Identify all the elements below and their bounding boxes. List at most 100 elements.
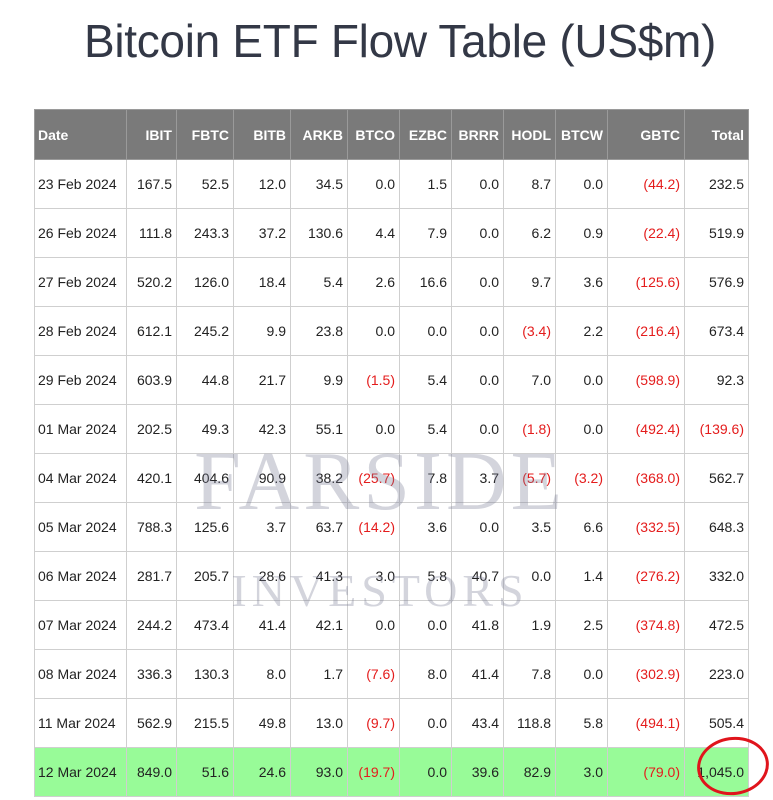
cell-date: 08 Mar 2024 [34,649,127,699]
cell-date: 29 Feb 2024 [34,355,127,405]
cell-bitb: 42.3 [233,404,291,454]
cell-bitb: 18.4 [233,257,291,307]
table-header-row: Date IBIT FBTC BITB ARKB BTCO EZBC BRRR HODL BTCW… [34,109,749,160]
cell-gbtc: (368.0) [607,453,685,503]
column-header-fbtc: FBTC [176,109,234,160]
cell-brrr: 0.0 [451,159,504,209]
cell-bitb: 21.7 [233,355,291,405]
cell-date: 05 Mar 2024 [34,502,127,552]
cell-gbtc: (302.9) [607,649,685,699]
table-row: 28 Feb 2024 612.1 245.2 9.9 23.8 0.0 0.0 0.0 (3.… [34,306,749,356]
cell-btco: (25.7) [347,453,400,503]
cell-hodl: 1.9 [503,600,556,650]
column-header-ibit: IBIT [126,109,177,160]
cell-ibit: 111.8 [126,208,177,258]
cell-ezbc: 0.0 [399,306,452,356]
cell-ezbc: 0.0 [399,747,452,797]
cell-arkb: 38.2 [290,453,348,503]
cell-arkb: 41.3 [290,551,348,601]
cell-ibit: 562.9 [126,698,177,748]
cell-ibit: 244.2 [126,600,177,650]
cell-total: 223.0 [684,649,749,699]
table-row: 04 Mar 2024 420.1 404.6 90.9 38.2 (25.7) 7.8 3.… [34,453,749,503]
cell-total: (139.6) [684,404,749,454]
cell-hodl: 82.9 [503,747,556,797]
cell-btco: 2.6 [347,257,400,307]
cell-bitb: 3.7 [233,502,291,552]
table-row: 08 Mar 2024 336.3 130.3 8.0 1.7 (7.6) 8.0 41.4 7… [34,649,749,699]
cell-ezbc: 5.8 [399,551,452,601]
cell-date: 04 Mar 2024 [34,453,127,503]
cell-total: 673.4 [684,306,749,356]
cell-btco: (7.6) [347,649,400,699]
cell-hodl: 8.7 [503,159,556,209]
cell-btco: 4.4 [347,208,400,258]
cell-arkb: 5.4 [290,257,348,307]
cell-fbtc: 404.6 [176,453,234,503]
table-row: 05 Mar 2024 788.3 125.6 3.7 63.7 (14.2) 3.6 0.0… [34,502,749,552]
cell-arkb: 23.8 [290,306,348,356]
cell-brrr: 0.0 [451,208,504,258]
cell-fbtc: 243.3 [176,208,234,258]
table-row: 27 Feb 2024 520.2 126.0 18.4 5.4 2.6 16.6 0.0 9.… [34,257,749,307]
cell-ibit: 612.1 [126,306,177,356]
cell-ezbc: 5.4 [399,355,452,405]
cell-btcw: (3.2) [555,453,608,503]
cell-brrr: 41.4 [451,649,504,699]
cell-ezbc: 7.9 [399,208,452,258]
cell-total: 92.3 [684,355,749,405]
cell-btcw: 1.4 [555,551,608,601]
cell-btco: 3.0 [347,551,400,601]
column-header-brrr: BRRR [451,109,504,160]
cell-bitb: 37.2 [233,208,291,258]
cell-total: 576.9 [684,257,749,307]
cell-total: 505.4 [684,698,749,748]
cell-btcw: 0.0 [555,355,608,405]
cell-fbtc: 44.8 [176,355,234,405]
cell-btcw: 3.0 [555,747,608,797]
cell-arkb: 42.1 [290,600,348,650]
cell-btco: (19.7) [347,747,400,797]
cell-date: 27 Feb 2024 [34,257,127,307]
cell-gbtc: (374.8) [607,600,685,650]
cell-total: 519.9 [684,208,749,258]
cell-total: 562.7 [684,453,749,503]
cell-btco: 0.0 [347,159,400,209]
cell-total: 232.5 [684,159,749,209]
cell-brrr: 0.0 [451,404,504,454]
flow-table-container: Date IBIT FBTC BITB ARKB BTCO EZBC BRRR HODL BTCW… [34,109,749,797]
cell-hodl: 7.8 [503,649,556,699]
cell-ezbc: 0.0 [399,698,452,748]
table-row: 11 Mar 2024 562.9 215.5 49.8 13.0 (9.7) 0.0 43.… [34,698,749,748]
table-row-highlighted: 12 Mar 2024 849.0 51.6 24.6 93.0 (19.7) 0.0 39.… [34,747,749,797]
cell-gbtc: (494.1) [607,698,685,748]
cell-ibit: 420.1 [126,453,177,503]
cell-bitb: 41.4 [233,600,291,650]
cell-gbtc: (276.2) [607,551,685,601]
cell-ezbc: 7.8 [399,453,452,503]
cell-ibit: 202.5 [126,404,177,454]
cell-fbtc: 473.4 [176,600,234,650]
cell-btcw: 0.9 [555,208,608,258]
cell-btcw: 0.0 [555,649,608,699]
cell-total: 332.0 [684,551,749,601]
cell-brrr: 3.7 [451,453,504,503]
cell-fbtc: 125.6 [176,502,234,552]
cell-date: 26 Feb 2024 [34,208,127,258]
column-header-bitb: BITB [233,109,291,160]
cell-gbtc: (216.4) [607,306,685,356]
cell-ibit: 336.3 [126,649,177,699]
cell-brrr: 0.0 [451,306,504,356]
cell-gbtc: (492.4) [607,404,685,454]
column-header-total: Total [684,109,749,160]
cell-hodl: 118.8 [503,698,556,748]
cell-arkb: 9.9 [290,355,348,405]
cell-hodl: 7.0 [503,355,556,405]
column-header-date: Date [34,109,127,160]
cell-hodl: 0.0 [503,551,556,601]
cell-ibit: 167.5 [126,159,177,209]
cell-date: 06 Mar 2024 [34,551,127,601]
cell-bitb: 9.9 [233,306,291,356]
cell-ezbc: 3.6 [399,502,452,552]
cell-date: 07 Mar 2024 [34,600,127,650]
